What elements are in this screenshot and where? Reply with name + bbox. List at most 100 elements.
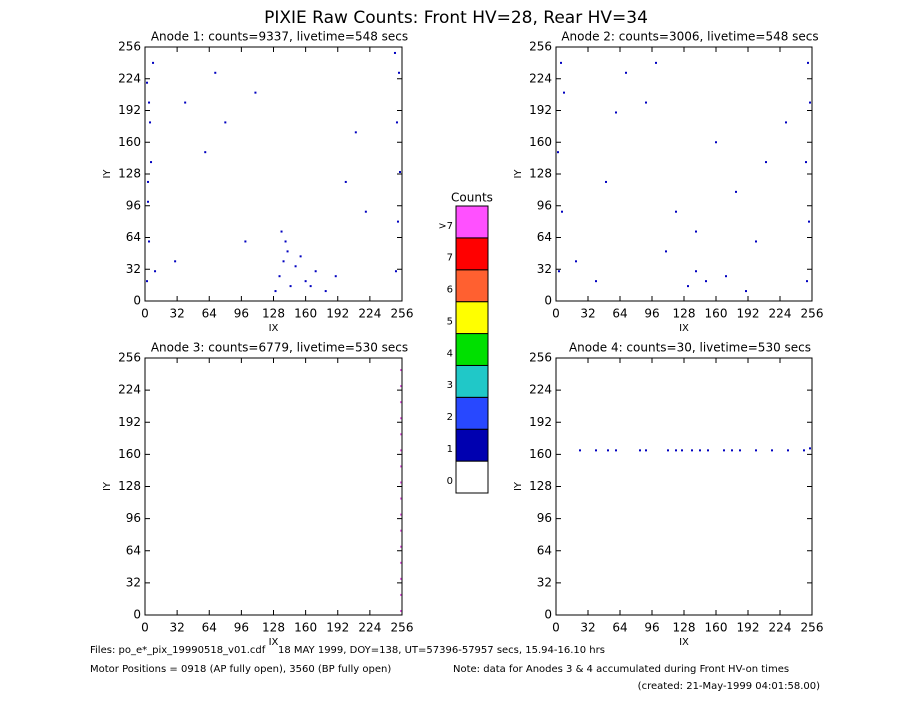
x-axis-label: IX [269,323,279,334]
point [344,180,347,183]
x-tick-label: 256 [391,621,414,635]
point [364,210,367,213]
point [148,101,151,104]
footer-motor: Motor Positions = 0918 (AP fully open), … [90,664,391,675]
x-tick-label: 64 [612,621,627,635]
point [755,449,757,452]
y-tick-label: 96 [537,511,552,525]
x-tick-label: 32 [169,307,184,321]
point [667,449,669,452]
panel-title: Anode 2: counts=3006, livetime=548 secs [561,30,818,44]
colorbar-label: 2 [447,412,453,423]
point [399,385,402,388]
x-tick-label: 64 [612,307,627,321]
x-tick-label: 32 [169,621,184,635]
colorbar-label: 4 [447,348,453,359]
point [399,465,402,468]
y-tick-label: 0 [133,608,141,622]
point [808,220,810,223]
point [294,265,297,268]
y-tick-label: 96 [126,511,141,525]
point [399,561,402,564]
point [806,280,808,283]
point [739,449,741,452]
y-tick-label: 128 [118,479,141,493]
y-tick-label: 224 [529,383,552,397]
point [579,449,581,452]
x-tick-label: 0 [141,621,149,635]
x-axis-label: IX [679,637,689,648]
point [204,151,207,154]
y-tick-label: 32 [537,262,552,276]
point [395,121,398,124]
point [399,417,402,420]
y-tick-label: 0 [133,294,141,308]
point [399,369,402,372]
y-tick-label: 64 [126,230,141,244]
y-axis-label: IY [513,169,524,179]
point [615,111,617,114]
footer-note: Note: data for Anodes 3 & 4 accumulated … [453,664,789,675]
point [397,71,400,74]
y-axis-label: IY [513,481,524,491]
point [675,449,677,452]
x-tick-label: 192 [326,621,349,635]
point [174,260,177,263]
x-tick-label: 192 [326,307,349,321]
point [809,447,811,450]
point [278,275,281,278]
colorbar-cell [455,333,489,366]
panel-title: Anode 4: counts=30, livetime=530 secs [569,341,811,355]
y-tick-label: 256 [529,351,552,365]
point [655,61,657,64]
point [803,449,805,452]
point [254,91,257,94]
colorbar-label: 7 [447,253,453,264]
x-tick-label: 0 [141,307,149,321]
x-tick-label: 128 [673,621,696,635]
point [146,81,149,84]
y-tick-label: 192 [118,103,141,117]
point [615,449,617,452]
y-tick-label: 64 [537,543,552,557]
y-tick-label: 192 [529,103,552,117]
y-tick-label: 160 [529,135,552,149]
point [707,449,709,452]
point [324,290,327,293]
x-tick-label: 256 [801,307,824,321]
x-tick-label: 0 [552,307,560,321]
point [563,91,565,94]
x-tick-label: 224 [358,621,381,635]
point [147,200,150,203]
point [396,220,399,223]
point [214,71,217,74]
y-tick-label: 96 [126,198,141,212]
point [399,401,402,404]
point [787,449,789,452]
point [399,529,402,532]
point [393,51,396,54]
y-tick-label: 128 [529,479,552,493]
y-tick-label: 64 [537,230,552,244]
point [675,210,677,213]
y-tick-label: 32 [126,262,141,276]
x-tick-label: 96 [644,307,659,321]
y-tick-label: 128 [529,167,552,181]
colorbar-label: 5 [447,316,453,327]
point [146,280,149,283]
point [687,285,689,288]
point [645,449,647,452]
point [286,250,289,253]
point [560,61,562,64]
y-tick-label: 256 [118,351,141,365]
x-tick-label: 96 [234,621,249,635]
colorbar-cell [455,301,489,335]
x-tick-label: 160 [705,621,728,635]
point [184,101,187,104]
point [645,101,647,104]
point [399,497,402,500]
point [785,121,787,124]
colorbar-label: 6 [447,285,453,296]
point [595,449,597,452]
x-axis-label: IX [269,637,279,648]
